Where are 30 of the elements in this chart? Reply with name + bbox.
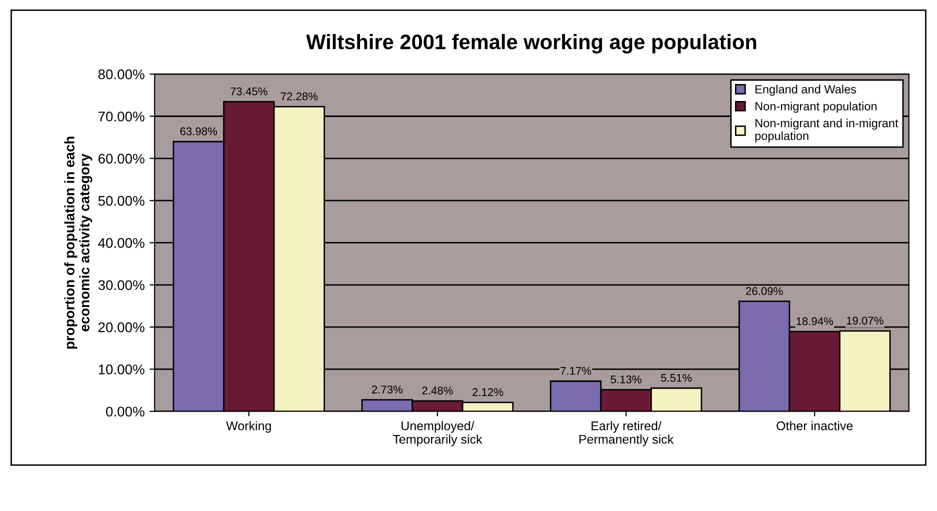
y-tick-label: 80.00% [98,69,144,80]
y-tick-label: 40.00% [98,238,144,248]
y-axis-title: proportion of population in each economic activity category [64,136,92,349]
data-label: 72.28% [280,92,318,100]
data-label: 5.13% [610,375,642,384]
y-tick-label: 30.00% [98,280,144,290]
y-tick-label: 0.00% [106,406,144,417]
data-label: 2.48% [422,386,453,395]
chart-title: Wiltshire 2001 female working age population [306,34,756,54]
y-tick-label: 60.00% [98,154,144,164]
legend-label: Non-migrant population [756,102,877,113]
y-tick-label: 70.00% [98,112,144,122]
data-label: 7.17% [560,366,592,375]
legend-label: Non-migrant and in-migrant population [755,118,898,142]
y-tick-label: 20.00% [98,322,144,332]
data-label: 19.07% [846,316,884,325]
data-label: 2.73% [372,386,403,394]
y-tick-label: 10.00% [98,364,144,374]
x-tick-label: Early retired/ Permanently sick [579,421,674,446]
data-label: 2.12% [472,388,504,396]
x-tick-label: Unemployed/ Temporarily sick [392,421,482,446]
data-label: 73.45% [230,87,268,96]
x-tick-label: Working [226,421,271,433]
x-tick-label: Other inactive [776,421,853,430]
data-label: 63.98% [180,127,218,136]
y-tick-label: 50.00% [98,196,144,206]
data-label: 18.94% [796,317,834,326]
data-label: 5.51% [661,374,692,382]
data-label: 26.09% [746,287,783,296]
legend-label: England and Wales [756,84,856,96]
